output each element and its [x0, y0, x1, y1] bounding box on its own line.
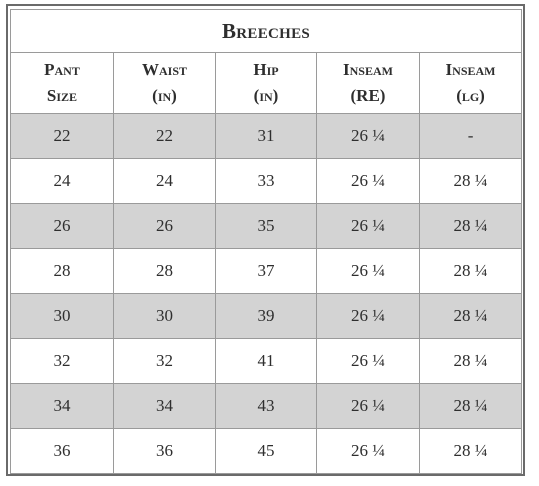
- cell-pant-size: 24: [10, 158, 114, 204]
- cell-waist: 26: [113, 203, 216, 249]
- cell-inseam-lg: 28 ¼: [418, 428, 523, 474]
- cell-pant-size: 32: [10, 338, 114, 384]
- cell-inseam-lg: -: [418, 113, 523, 159]
- header-line2: Size: [46, 86, 78, 105]
- cell-pant-size: 28: [10, 248, 114, 294]
- header-line1: Pant: [44, 60, 80, 79]
- cell-inseam-lg: 28 ¼: [418, 248, 523, 294]
- header-line2: (in): [152, 86, 177, 105]
- cell-hip: 45: [215, 428, 317, 474]
- cell-inseam-lg: 28 ¼: [418, 383, 523, 429]
- header-line1: Waist: [141, 60, 187, 79]
- table-row: 30 30 39 26 ¼ 28 ¼: [10, 293, 523, 339]
- cell-waist: 34: [113, 383, 216, 429]
- title-row: Breeches: [9, 9, 523, 53]
- cell-inseam-re: 26 ¼: [316, 158, 420, 204]
- header-inseam-lg: Inseam (lg): [418, 52, 523, 114]
- cell-waist: 28: [113, 248, 216, 294]
- header-line1: Inseam: [445, 60, 496, 79]
- header-line2: (RE): [350, 86, 386, 105]
- cell-inseam-lg: 28 ¼: [418, 338, 523, 384]
- cell-waist: 30: [113, 293, 216, 339]
- header-line2: (lg): [456, 86, 485, 105]
- cell-inseam-re: 26 ¼: [316, 113, 420, 159]
- table-row: 34 34 43 26 ¼ 28 ¼: [10, 383, 523, 429]
- cell-inseam-lg: 28 ¼: [418, 203, 523, 249]
- header-waist: Waist (in): [113, 52, 216, 114]
- table-row: 26 26 35 26 ¼ 28 ¼: [10, 203, 523, 249]
- cell-pant-size: 36: [10, 428, 114, 474]
- cell-hip: 33: [215, 158, 317, 204]
- cell-waist: 32: [113, 338, 216, 384]
- cell-hip: 37: [215, 248, 317, 294]
- cell-inseam-re: 26 ¼: [316, 383, 420, 429]
- cell-inseam-re: 26 ¼: [316, 428, 420, 474]
- cell-pant-size: 26: [10, 203, 114, 249]
- header-line2: (in): [253, 86, 279, 105]
- table-row: 28 28 37 26 ¼ 28 ¼: [10, 248, 523, 294]
- cell-hip: 31: [215, 113, 317, 159]
- cell-inseam-re: 26 ¼: [316, 203, 420, 249]
- header-line1: Hip: [253, 60, 279, 79]
- cell-waist: 24: [113, 158, 216, 204]
- cell-inseam-re: 26 ¼: [316, 338, 420, 384]
- cell-inseam-re: 26 ¼: [316, 293, 420, 339]
- cell-inseam-lg: 28 ¼: [418, 158, 523, 204]
- header-line1: Inseam: [343, 60, 393, 79]
- table-row: 36 36 45 26 ¼ 28 ¼: [10, 428, 523, 474]
- cell-pant-size: 34: [10, 383, 114, 429]
- table-row: 22 22 31 26 ¼ -: [10, 113, 523, 159]
- table-row: 24 24 33 26 ¼ 28 ¼: [10, 158, 523, 204]
- header-pant-size: Pant Size: [10, 52, 114, 114]
- header-row: Pant Size Waist (in) Hip (in) Inseam (RE…: [10, 52, 523, 114]
- cell-pant-size: 22: [10, 113, 114, 159]
- table-outer-frame: [6, 4, 525, 476]
- cell-inseam-lg: 28 ¼: [418, 293, 523, 339]
- breeches-size-chart: Breeches Pant Size Waist (in) Hip (in) I…: [9, 9, 523, 474]
- chart-title: Breeches: [9, 9, 523, 53]
- table-row: 32 32 41 26 ¼ 28 ¼: [10, 338, 523, 384]
- cell-hip: 41: [215, 338, 317, 384]
- header-inseam-re: Inseam (RE): [316, 52, 420, 114]
- cell-hip: 43: [215, 383, 317, 429]
- header-hip: Hip (in): [215, 52, 317, 114]
- cell-inseam-re: 26 ¼: [316, 248, 420, 294]
- cell-waist: 36: [113, 428, 216, 474]
- cell-hip: 39: [215, 293, 317, 339]
- cell-pant-size: 30: [10, 293, 114, 339]
- cell-hip: 35: [215, 203, 317, 249]
- cell-waist: 22: [113, 113, 216, 159]
